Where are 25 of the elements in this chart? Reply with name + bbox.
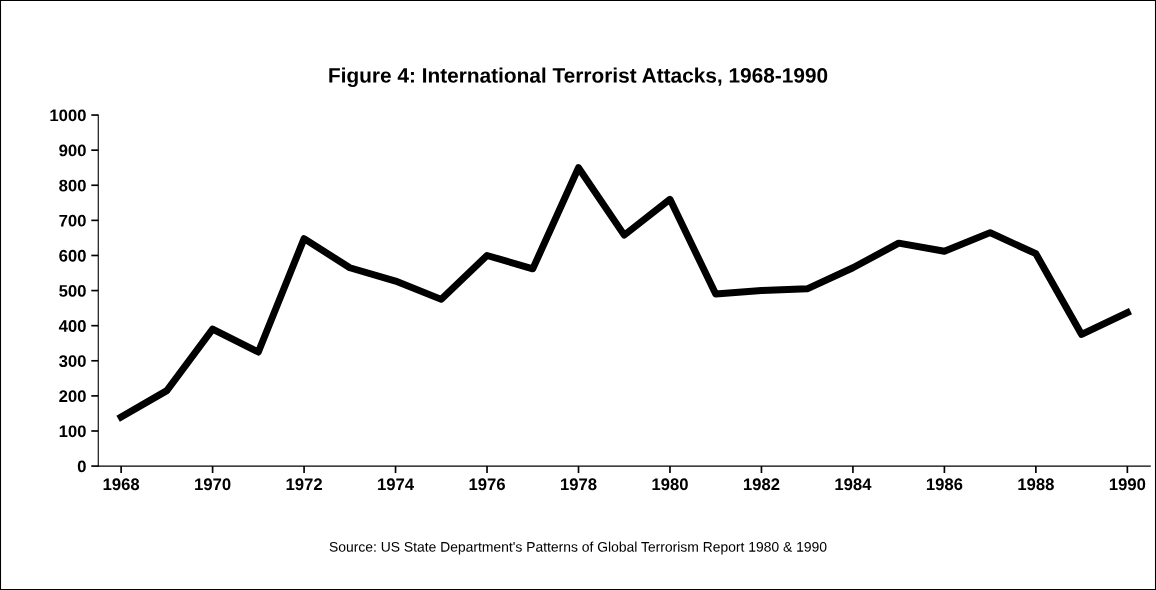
x-tick-label: 1988 — [1018, 478, 1054, 491]
y-tick-label: 600 — [59, 249, 86, 262]
y-tick-label: 400 — [58, 320, 86, 332]
y-tick-label: 100 — [59, 425, 86, 438]
x-tick-label: 1984 — [835, 478, 872, 491]
x-tick-label: 1980 — [652, 478, 688, 491]
x-tick-label: 1982 — [743, 478, 780, 491]
y-tick-label: 700 — [59, 214, 86, 227]
x-tick-label: 1986 — [926, 478, 963, 491]
x-tick-label: 1990 — [1109, 478, 1146, 491]
y-tick-label: 800 — [59, 179, 86, 192]
x-tick-label: 1974 — [378, 478, 414, 491]
y-tick-label: 1000 — [50, 109, 86, 122]
y-tick-label: 300 — [59, 355, 86, 368]
y-tick-label: 200 — [59, 390, 86, 403]
source-note: Source: US State Department's Patterns of Global Terrorism Report 1980 & 1990 — [329, 541, 827, 555]
x-tick-label: 1978 — [561, 478, 597, 491]
x-tick-label: 1968 — [103, 478, 140, 491]
chart-title: Figure 4: International Terrorist Attacks, 1968-1990 — [329, 67, 828, 88]
y-tick-label: 500 — [59, 284, 86, 297]
x-tick-label: 1970 — [195, 478, 231, 491]
x-tick-label: 1972 — [286, 478, 322, 491]
y-tick-label: 900 — [59, 144, 86, 157]
y-tick-label: 0 — [77, 460, 86, 473]
x-tick-label: 1976 — [469, 478, 505, 491]
